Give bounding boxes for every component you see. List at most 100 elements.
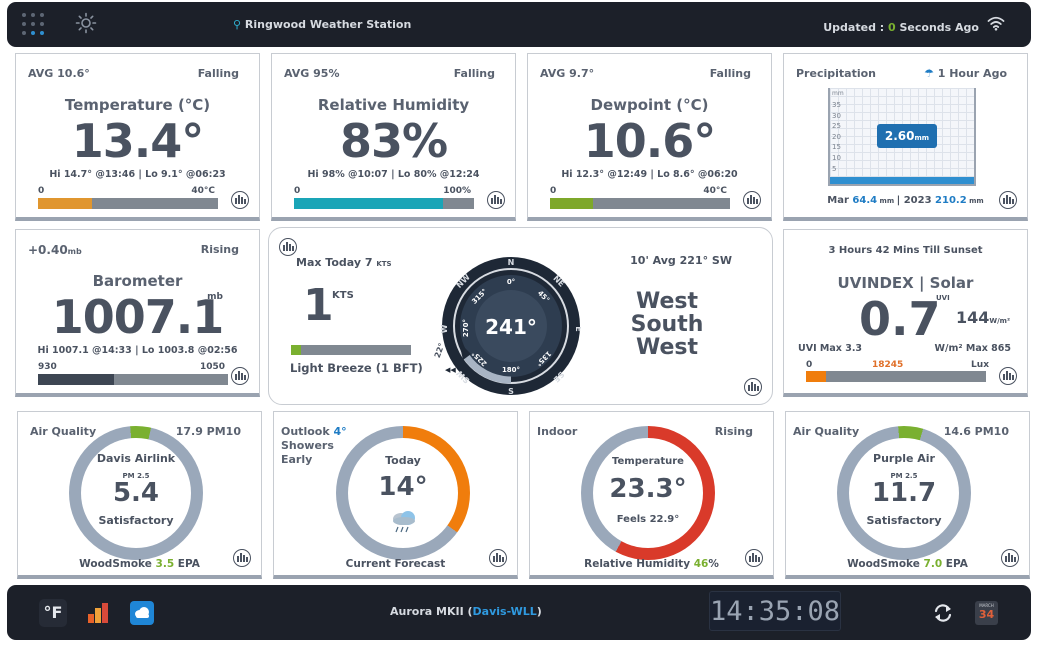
dewpoint-trend: Falling: [709, 67, 751, 80]
purpleair-pm10: 14.6 PM10: [943, 425, 1009, 438]
solar-value: 144W/m²: [956, 308, 1011, 327]
lux-scale-min: 0: [806, 360, 813, 370]
barometer-unit: mb: [207, 292, 223, 302]
purpleair-gauge: Purple Air PM 2.5 11.7 Satisfactory: [837, 426, 971, 560]
indoor-card[interactable]: Indoor Rising Temperature 23.3° Feels 22…: [529, 411, 774, 579]
history-chart-icon[interactable]: [1001, 549, 1019, 567]
uv-max: UVI Max 3.3: [798, 343, 863, 354]
humidity-card[interactable]: AVG 95% Falling Relative Humidity 83% Hi…: [271, 53, 516, 221]
humidity-scale-min: 0: [294, 186, 301, 196]
wind-direction-word: South: [630, 312, 704, 337]
airlink-card[interactable]: Air Quality 17.9 PM10 Davis Airlink PM 2…: [17, 411, 262, 579]
indoor-feels: Feels 22.9°: [616, 514, 680, 525]
history-chart-icon[interactable]: [743, 191, 761, 209]
digital-clock: 14:35:08: [709, 591, 841, 631]
settings-sun-icon[interactable]: [75, 12, 97, 34]
forecast-outlook: Outlook 4° Showers Early: [281, 425, 347, 466]
rain-value: 2.60: [884, 129, 915, 143]
dewpoint-avg: AVG 9.7°: [540, 67, 595, 80]
forecast-card[interactable]: Outlook 4° Showers Early Today 14° Curre…: [273, 411, 518, 579]
rain-value-badge: 2.60mm: [877, 124, 937, 148]
dewpoint-card[interactable]: AVG 9.7° Falling Dewpoint (°C) 10.6° Hi …: [527, 53, 772, 221]
wind-pointer-arrows: ◀◀: [445, 366, 456, 374]
barometer-hilo: Hi 1007.1 @14:33 | Lo 1003.8 @02:56: [37, 345, 238, 356]
history-chart-icon[interactable]: [744, 378, 762, 396]
temperature-title: Temperature (°C): [64, 96, 211, 114]
dewpoint-bar: [550, 198, 730, 209]
compass-degree-label: 180°: [502, 366, 520, 374]
uv-title: UVINDEX | Solar: [837, 274, 974, 292]
unit-toggle-button[interactable]: °F: [39, 599, 67, 627]
uv-value: 0.7: [859, 292, 941, 346]
compass-e-label: E: [574, 326, 581, 331]
dewpoint-title: Dewpoint (°C): [590, 96, 709, 114]
humidity-scale-max: 100%: [443, 186, 471, 196]
bottom-bar: °F Aurora MKII (Davis-WLL) 14:35:08 MARC…: [7, 585, 1031, 640]
dewpoint-value: 10.6°: [583, 114, 717, 168]
temperature-card[interactable]: AVG 10.6° Falling Temperature (°C) 13.4°…: [15, 53, 260, 221]
barometer-card[interactable]: +0.40mb Rising Barometer 1007.1 mb Hi 10…: [15, 229, 260, 397]
history-chart-icon[interactable]: [999, 191, 1017, 209]
rain-axis-tick: 35: [832, 101, 841, 109]
rain-axis-tick: 10: [832, 153, 841, 162]
airlink-title: Air Quality: [30, 425, 97, 438]
wind-speed: 1: [303, 280, 334, 331]
purpleair-value: 11.7: [871, 478, 937, 508]
device-info[interactable]: Aurora MKII (Davis-WLL): [390, 605, 542, 618]
solar-max: W/m² Max 865: [934, 343, 1011, 354]
airlink-gauge: Davis Airlink PM 2.5 5.4 Satisfactory: [69, 426, 203, 560]
wind-speed-bar: [291, 345, 411, 355]
indoor-gauge: Temperature 23.3° Feels 22.9°: [581, 426, 715, 560]
history-chart-icon[interactable]: [279, 238, 297, 256]
sunset-countdown: 3 Hours 42 Mins Till Sunset: [828, 245, 983, 256]
rain-axis-tick: 15: [832, 143, 841, 152]
wind-direction-degrees: 241°: [485, 315, 537, 339]
station-location[interactable]: ⚲ Ringwood Weather Station: [233, 18, 411, 31]
purpleair-title: Air Quality: [793, 425, 860, 438]
umbrella-icon: ☂: [924, 67, 934, 80]
history-chart-icon[interactable]: [487, 191, 505, 209]
rain-gauge-water: [830, 177, 974, 184]
calendar-month: MARCH: [979, 603, 994, 608]
history-chart-icon[interactable]: [231, 191, 249, 209]
top-bar: ⚲ Ringwood Weather Station Updated : 0 S…: [7, 2, 1031, 47]
uv-solar-card[interactable]: 3 Hours 42 Mins Till Sunset UVINDEX | So…: [783, 229, 1028, 397]
rain-axis-tick: 5: [832, 164, 837, 173]
history-chart-icon[interactable]: [233, 549, 251, 567]
rain-axis-unit: mm: [832, 90, 844, 97]
humidity-avg: AVG 95%: [284, 67, 340, 80]
purpleair-pm-label: PM 2.5: [890, 472, 918, 480]
compass-s-label: S: [508, 387, 514, 396]
indoor-trend: Rising: [714, 425, 753, 438]
update-status: Updated : 0 Seconds Ago: [823, 21, 979, 34]
refresh-icon[interactable]: [932, 602, 954, 624]
history-chart-icon[interactable]: [231, 367, 249, 385]
calendar-icon[interactable]: MARCH 34: [975, 601, 998, 625]
wind-direction-word: West: [635, 289, 698, 314]
barometer-scale-min: 930: [38, 362, 57, 372]
weather-cloud-button[interactable]: [130, 601, 154, 625]
device-link[interactable]: Davis-WLL: [472, 605, 537, 618]
temperature-value: 13.4°: [71, 114, 205, 168]
rain-axis-tick: 25: [832, 122, 841, 131]
purpleair-card[interactable]: Air Quality 14.6 PM10 Purple Air PM 2.5 …: [785, 411, 1030, 579]
rain-cloud-icon: [389, 508, 419, 534]
history-chart-icon[interactable]: [745, 549, 763, 567]
humidity-value: 83%: [339, 114, 448, 168]
compass-n-label: N: [508, 258, 515, 267]
temperature-scale-min: 0: [38, 186, 45, 196]
airlink-device: Davis Airlink: [96, 452, 176, 465]
precipitation-card[interactable]: Precipitation ☂ 1 Hour Ago mm 35 30 25 20 15…: [783, 53, 1028, 221]
indoor-title: Indoor: [537, 425, 578, 438]
menu-grid-icon[interactable]: [21, 12, 45, 36]
temperature-avg: AVG 10.6°: [28, 67, 90, 80]
rain-gauge: mm 35 30 25 20 15 10 5 2.60mm: [828, 88, 976, 186]
history-chart-icon[interactable]: [999, 367, 1017, 385]
charts-icon[interactable]: [84, 599, 112, 627]
compass-w-label: W: [441, 324, 449, 333]
history-chart-icon[interactable]: [489, 549, 507, 567]
indoor-temperature: 23.3°: [609, 474, 687, 504]
temperature-hilo: Hi 14.7° @13:46 | Lo 9.1° @06:23: [49, 169, 226, 180]
wind-card[interactable]: Max Today 7 KTS 1 KTS Light Breeze (1 BF…: [268, 227, 773, 405]
compass-degree-label: 0°: [507, 278, 515, 286]
